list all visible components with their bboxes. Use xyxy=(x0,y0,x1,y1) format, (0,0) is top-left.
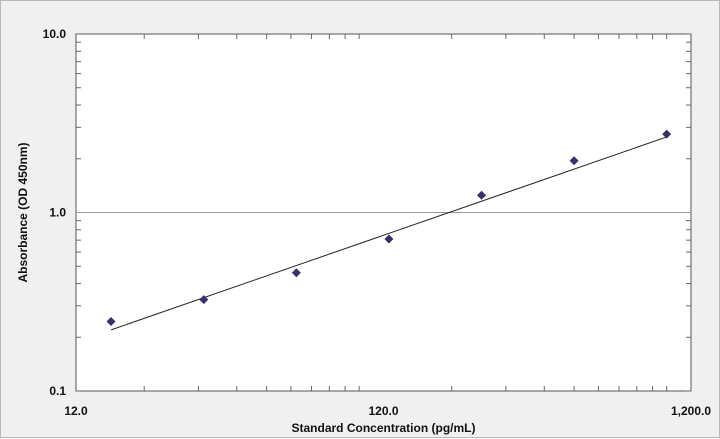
x-axis-title: Standard Concentration (pg/mL) xyxy=(292,421,476,435)
x-tick-label: 1,200.0 xyxy=(671,404,711,418)
data-point-7 xyxy=(662,129,672,139)
data-point-6 xyxy=(569,156,579,166)
x-tick-label: 12.0 xyxy=(64,404,88,418)
x-tick-label: 120.0 xyxy=(368,404,398,418)
data-point-2 xyxy=(199,295,209,305)
x-tick-labels: 12.0 120.0 1,200.0 xyxy=(64,404,711,418)
y-tick-label: 0.1 xyxy=(49,384,66,398)
y-tick-label: 10.0 xyxy=(43,27,67,41)
data-point-5 xyxy=(477,190,487,200)
data-point-1 xyxy=(106,317,116,327)
data-point-3 xyxy=(291,268,301,278)
data-point-4 xyxy=(384,234,394,244)
y-axis-title: Absorbance (OD 450nm) xyxy=(16,142,30,282)
y-tick-labels: 0.1 1.0 10.0 xyxy=(43,27,67,398)
y-tick-label: 1.0 xyxy=(49,206,66,220)
points-group xyxy=(106,129,672,327)
